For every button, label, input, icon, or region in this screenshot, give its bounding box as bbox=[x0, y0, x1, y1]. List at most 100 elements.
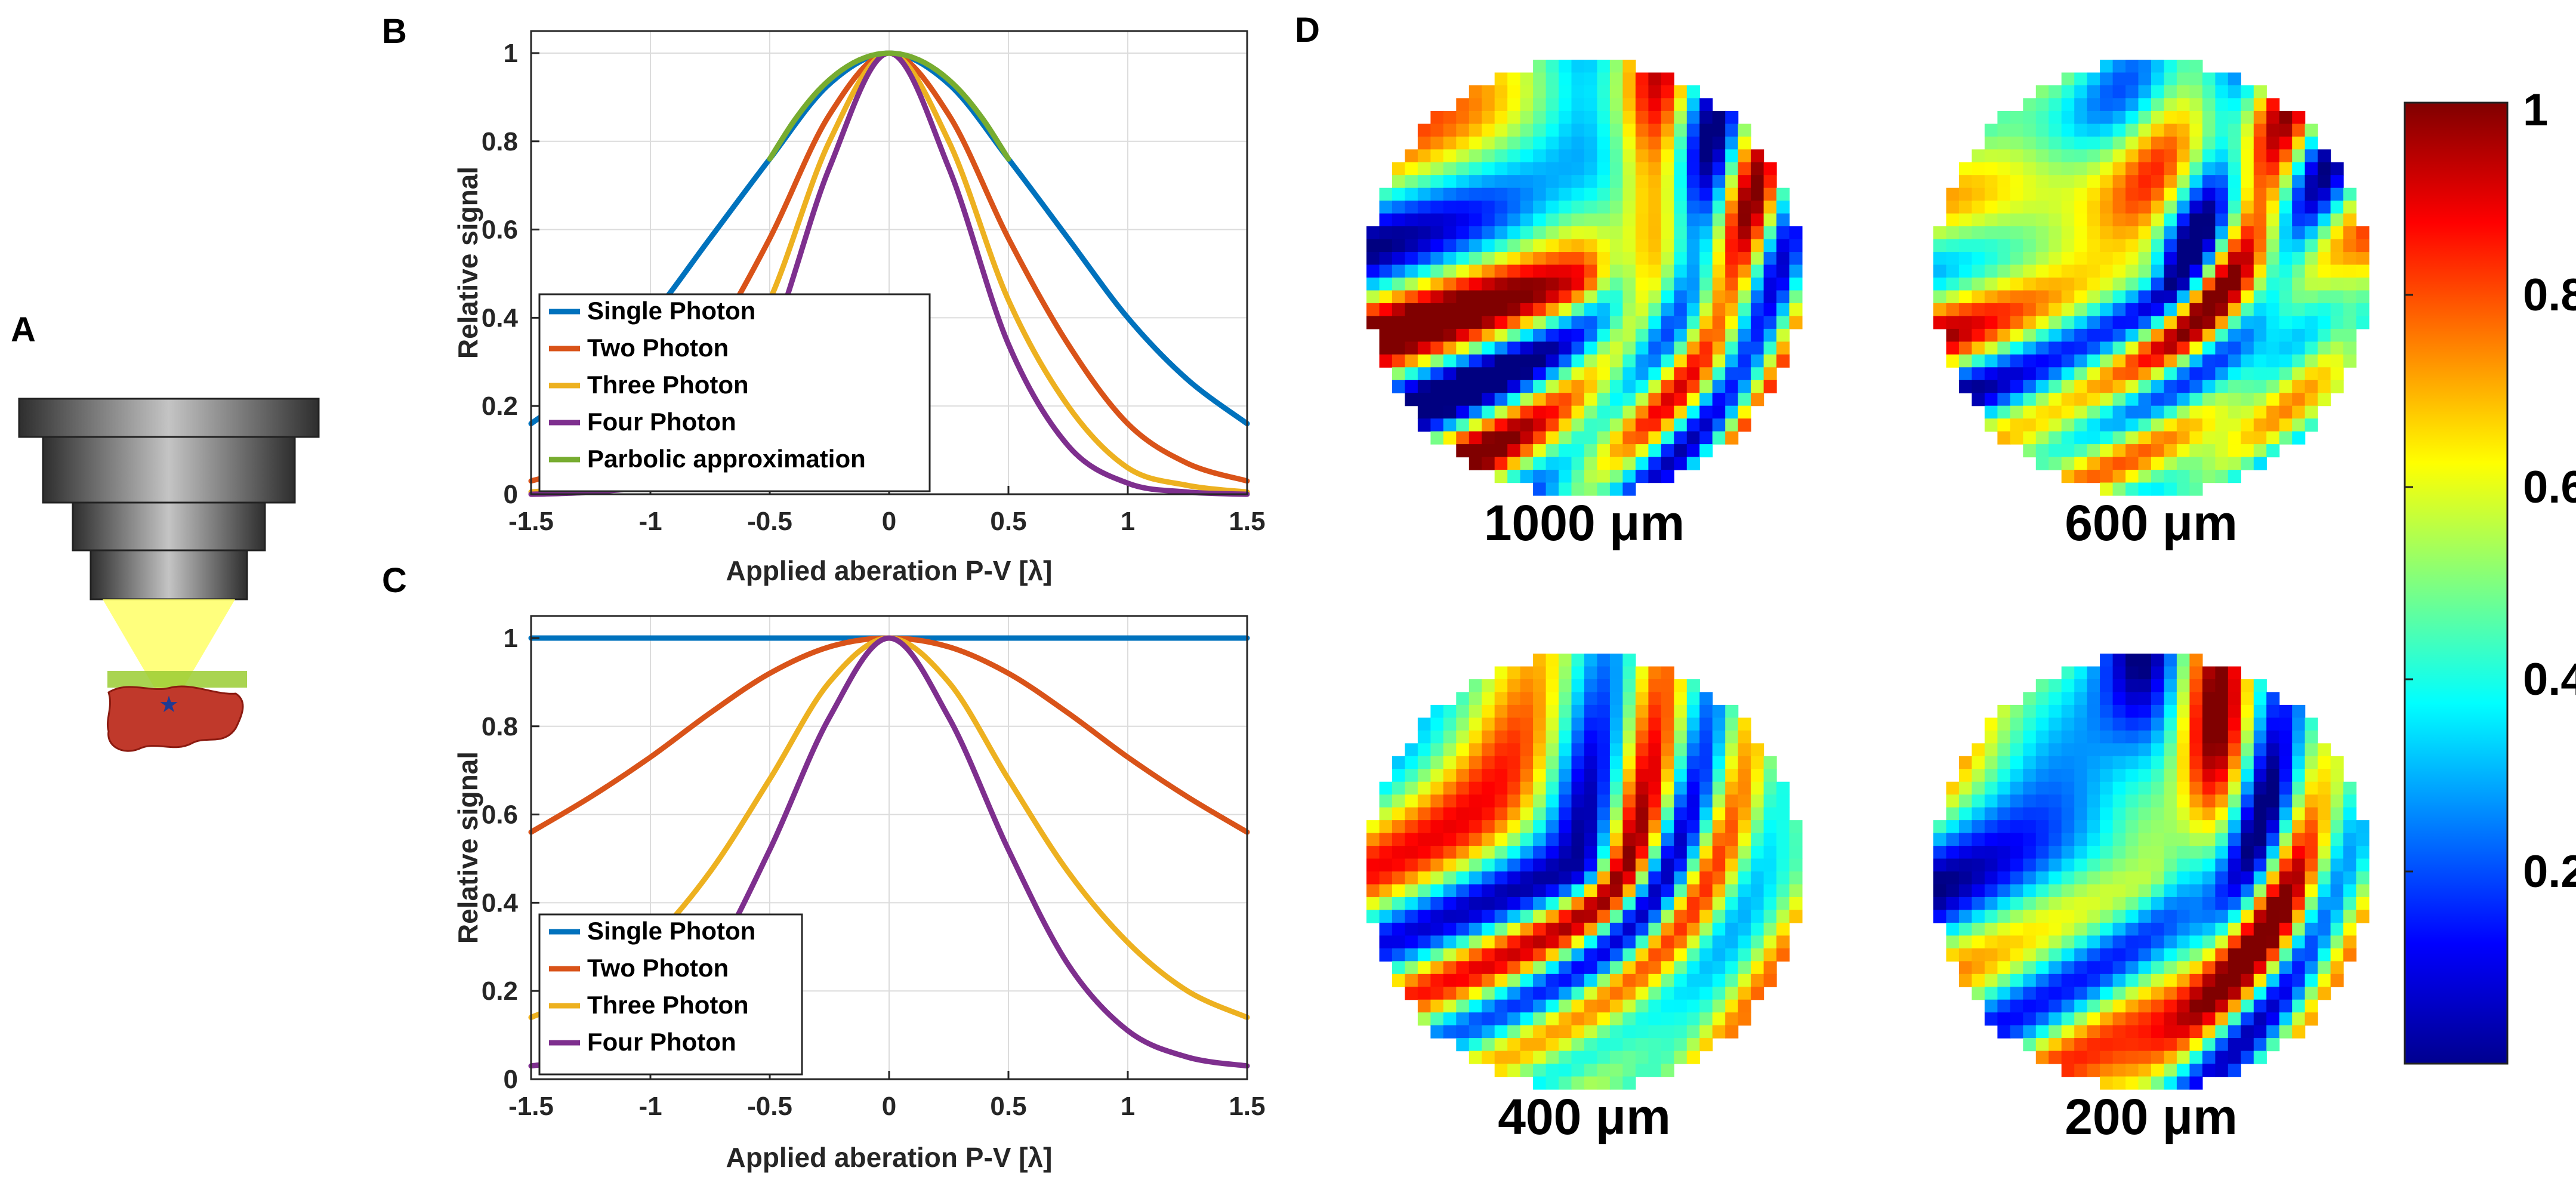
heatmap-cell bbox=[2318, 769, 2331, 783]
heatmap-cell bbox=[2125, 987, 2139, 1000]
heatmap-cell bbox=[1635, 922, 1649, 936]
heatmap-cell bbox=[1622, 418, 1636, 432]
heatmap-cell bbox=[1622, 833, 1636, 846]
heatmap-cell bbox=[2279, 278, 2293, 291]
heatmap-cell bbox=[1559, 922, 1572, 936]
heatmap-cell bbox=[2049, 897, 2062, 910]
heatmap-cell bbox=[2112, 264, 2126, 278]
heatmap-cell bbox=[2010, 213, 2023, 227]
heatmap-cell bbox=[2087, 910, 2100, 923]
heatmap-cell bbox=[1776, 794, 1790, 808]
heatmap-cell bbox=[2253, 910, 2267, 923]
heatmap-cell bbox=[1622, 187, 1636, 201]
heatmap-cell bbox=[2318, 213, 2331, 227]
heatmap-cell bbox=[1456, 354, 1470, 368]
heatmap-cell bbox=[2023, 278, 2037, 291]
heatmap-cell bbox=[2330, 858, 2344, 872]
heatmap-cell bbox=[2049, 743, 2062, 757]
heatmap-cell bbox=[1545, 1025, 1559, 1039]
heatmap-cell bbox=[1958, 316, 1972, 329]
heatmap-cell bbox=[2049, 999, 2062, 1013]
heatmap-cell bbox=[2151, 187, 2165, 201]
heatmap-cell bbox=[1443, 110, 1457, 124]
heatmap-cell bbox=[2279, 226, 2293, 240]
heatmap-cell bbox=[1648, 98, 1662, 112]
heatmap-cell bbox=[2202, 769, 2216, 783]
heatmap-cell bbox=[2304, 405, 2318, 419]
heatmap-cell bbox=[2343, 303, 2357, 316]
heatmap-cell bbox=[2151, 820, 2165, 834]
heatmap-cell bbox=[1366, 820, 1380, 834]
heatmap-cell bbox=[2215, 367, 2229, 381]
heatmap-cell bbox=[1520, 201, 1534, 214]
heatmap-cell bbox=[1997, 149, 2011, 163]
heatmap-cell bbox=[1494, 948, 1508, 962]
heatmap-cell bbox=[2164, 781, 2177, 795]
heatmap-cell bbox=[2151, 124, 2165, 137]
chart-c-xtick-label: 1.5 bbox=[1229, 1092, 1265, 1121]
heatmap-cell bbox=[2228, 303, 2241, 316]
heatmap-cell bbox=[2049, 935, 2062, 949]
heatmap-cell bbox=[2241, 922, 2254, 936]
heatmap-cell bbox=[1958, 341, 1972, 355]
heatmap-cell bbox=[2087, 213, 2100, 227]
heatmap-cell bbox=[1545, 781, 1559, 795]
heatmap-cell bbox=[2023, 692, 2037, 706]
heatmap-cell bbox=[2343, 910, 2357, 923]
heatmap-cell bbox=[2049, 239, 2062, 252]
heatmap-cell bbox=[2151, 470, 2165, 483]
heatmap-cell bbox=[1738, 264, 1751, 278]
heatmap-cell bbox=[2164, 470, 2177, 483]
heatmap-cell bbox=[2074, 807, 2088, 821]
heatmap-cell bbox=[2112, 743, 2126, 757]
chart-c-xlabel: Applied aberation P-V [λ] bbox=[726, 1142, 1053, 1173]
heatmap-cell bbox=[2304, 987, 2318, 1000]
heatmap-cell bbox=[2023, 290, 2037, 304]
heatmap-cell bbox=[1494, 999, 1508, 1013]
heatmap-cell bbox=[2343, 290, 2357, 304]
heatmap-cell bbox=[2253, 418, 2267, 432]
heatmap-cell bbox=[2087, 110, 2100, 124]
heatmap-cell bbox=[2253, 948, 2267, 962]
heatmap-cell bbox=[1417, 264, 1431, 278]
heatmap-cell bbox=[1712, 756, 1726, 769]
heatmap-cell bbox=[1571, 213, 1585, 227]
heatmap-cell bbox=[1751, 226, 1764, 240]
heatmap-cell bbox=[2049, 444, 2062, 458]
heatmap-cell bbox=[1958, 807, 1972, 821]
heatmap-cell bbox=[2253, 1012, 2267, 1026]
heatmap-cell bbox=[1776, 316, 1790, 329]
heatmap-cell bbox=[2241, 679, 2254, 692]
heatmap-cell bbox=[2010, 380, 2023, 393]
heatmap-cell bbox=[1933, 226, 1947, 240]
heatmap-cell bbox=[2164, 1051, 2177, 1064]
heatmap-cell bbox=[1686, 935, 1700, 949]
heatmap-cell bbox=[2253, 846, 2267, 860]
heatmap-cell bbox=[1456, 136, 1470, 150]
heatmap-cell bbox=[1379, 264, 1393, 278]
heatmap-cell bbox=[1392, 316, 1405, 329]
heatmap-cell bbox=[1494, 769, 1508, 783]
heatmap-cell bbox=[2189, 922, 2203, 936]
heatmap-cell bbox=[1984, 187, 1998, 201]
heatmap-cell bbox=[1571, 704, 1585, 718]
heatmap-cell bbox=[1533, 98, 1547, 112]
heatmap-cell bbox=[1699, 884, 1713, 898]
chart-c-xtick-label: -0.5 bbox=[747, 1092, 792, 1121]
heatmap-cell bbox=[1507, 316, 1521, 329]
heatmap-cell bbox=[1559, 884, 1572, 898]
heatmap-cell bbox=[1946, 187, 1960, 201]
heatmap-cell bbox=[1571, 162, 1585, 175]
heatmap-cell bbox=[1686, 974, 1700, 987]
heatmap-cell bbox=[2228, 354, 2241, 368]
heatmap-cell bbox=[2010, 393, 2023, 406]
heatmap-cell bbox=[2100, 239, 2114, 252]
heatmap-cell bbox=[2228, 1051, 2241, 1064]
heatmap-cell bbox=[1520, 948, 1534, 962]
heatmap-cell bbox=[1366, 239, 1380, 252]
heatmap-cell bbox=[2112, 948, 2126, 962]
heatmap-cell bbox=[2279, 187, 2293, 201]
heatmap-cell bbox=[2215, 794, 2229, 808]
heatmap-cell bbox=[1456, 418, 1470, 432]
heatmap-cell bbox=[1494, 846, 1508, 860]
